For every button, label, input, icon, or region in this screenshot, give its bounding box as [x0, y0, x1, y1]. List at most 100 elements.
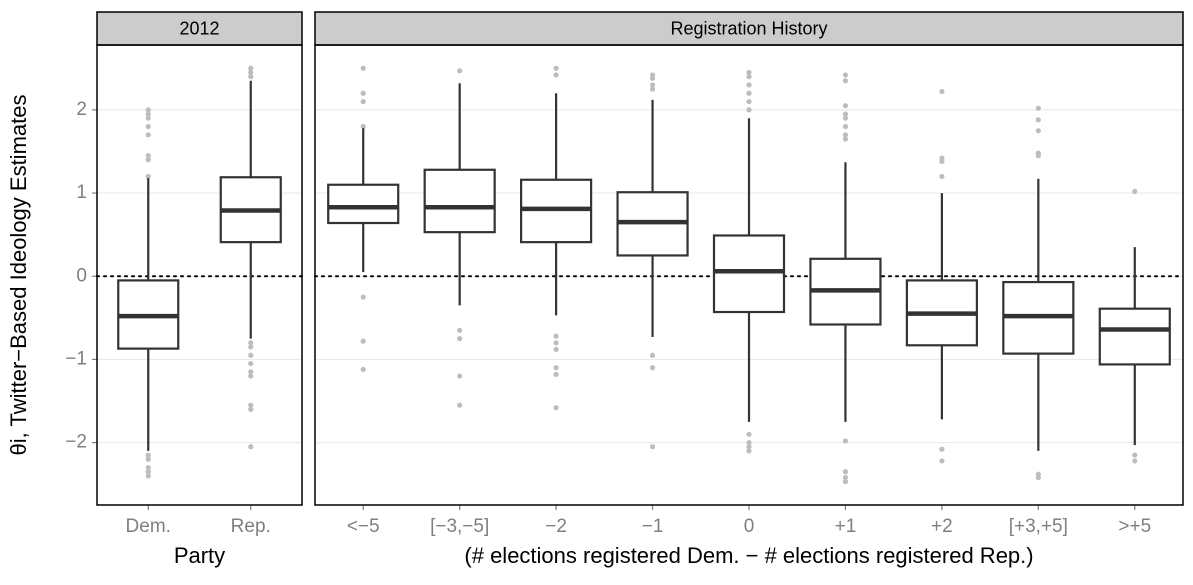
outlier	[457, 402, 463, 408]
outlier	[842, 132, 849, 138]
outlier	[553, 405, 559, 411]
outlier	[842, 469, 849, 475]
outlier	[842, 136, 849, 142]
x-axis-title: (# elections registered Dem. − # electio…	[464, 543, 1033, 568]
outlier	[842, 123, 849, 130]
outlier	[248, 406, 254, 412]
outlier	[360, 338, 366, 344]
outlier	[145, 473, 151, 479]
box	[327, 183, 400, 225]
outlier	[1132, 188, 1138, 195]
outlier	[746, 90, 752, 96]
outlier	[145, 115, 151, 121]
x-tick-label: −2	[545, 516, 567, 537]
outlier	[939, 158, 945, 165]
outlier	[248, 344, 254, 350]
outlier	[649, 75, 656, 81]
outlier	[145, 456, 151, 462]
y-tick-label: 1	[76, 182, 87, 203]
outlier	[746, 82, 752, 88]
outlier	[457, 373, 463, 379]
outlier	[553, 72, 559, 78]
outlier	[248, 444, 254, 450]
y-axis-title: θi, Twitter−Based Ideology Estimates	[6, 95, 31, 456]
outlier	[145, 111, 151, 117]
x-tick-label: [−3,−5]	[430, 516, 489, 537]
outlier	[939, 88, 945, 95]
x-tick-label: −1	[642, 516, 664, 537]
outlier	[145, 107, 151, 113]
outlier	[746, 69, 752, 76]
outlier	[457, 68, 463, 74]
x-tick-label: [+3,+5]	[1009, 516, 1068, 537]
x-tick-label: +2	[931, 516, 953, 537]
outlier	[649, 365, 656, 371]
outlier	[248, 65, 254, 71]
panel-border	[96, 44, 303, 506]
outlier	[360, 366, 366, 373]
outlier	[842, 72, 849, 78]
outlier	[248, 402, 254, 408]
outlier	[1035, 105, 1041, 111]
outlier	[553, 340, 559, 346]
outlier	[939, 173, 945, 180]
box	[1098, 307, 1171, 366]
outlier	[1132, 452, 1138, 458]
outlier	[145, 123, 151, 130]
x-axis-title: Party	[174, 543, 225, 568]
outlier	[1035, 153, 1041, 159]
outlier	[360, 65, 366, 71]
outlier	[842, 474, 849, 481]
x-tick-label: +1	[835, 516, 857, 537]
outlier	[842, 103, 849, 109]
outlier	[746, 444, 752, 450]
outlier	[1132, 458, 1138, 464]
box	[712, 234, 786, 314]
panel-border	[314, 44, 1184, 506]
outlier	[248, 340, 254, 346]
outlier	[360, 294, 366, 300]
strip	[314, 11, 1184, 46]
outlier	[553, 65, 559, 71]
outlier	[145, 157, 151, 163]
y-tick-label: 2	[76, 99, 87, 120]
outlier	[553, 365, 559, 371]
x-tick-label: >+5	[1118, 516, 1151, 537]
outlier	[746, 448, 752, 454]
outlier	[145, 132, 151, 138]
outlier	[360, 123, 366, 130]
outlier	[248, 360, 254, 367]
box	[423, 168, 496, 234]
outlier	[457, 327, 463, 333]
y-tick-label: 0	[76, 265, 87, 286]
y-tick-label: −2	[65, 432, 87, 453]
outlier	[553, 346, 559, 353]
outlier	[842, 438, 849, 444]
outlier	[248, 69, 254, 76]
outlier	[842, 78, 849, 84]
strip	[96, 11, 303, 46]
outlier	[746, 431, 752, 437]
outlier	[842, 479, 849, 485]
outlier	[457, 336, 463, 342]
strip-label: Registration History	[670, 18, 827, 38]
outlier	[145, 464, 151, 471]
x-tick-label: 0	[744, 516, 755, 537]
strip-label: 2012	[179, 18, 219, 38]
outlier	[1035, 117, 1041, 123]
outlier	[248, 373, 254, 379]
y-tick-label: −1	[65, 348, 87, 369]
outlier	[939, 458, 945, 464]
outlier	[248, 74, 254, 80]
outlier	[746, 107, 752, 113]
outlier	[248, 352, 254, 358]
outlier	[145, 173, 151, 180]
outlier	[746, 98, 752, 105]
x-tick-label: Dem.	[126, 516, 171, 537]
outlier	[553, 371, 559, 378]
outlier	[746, 440, 752, 446]
x-tick-label: <−5	[347, 516, 380, 537]
outlier	[649, 86, 656, 92]
outlier	[1035, 128, 1041, 134]
